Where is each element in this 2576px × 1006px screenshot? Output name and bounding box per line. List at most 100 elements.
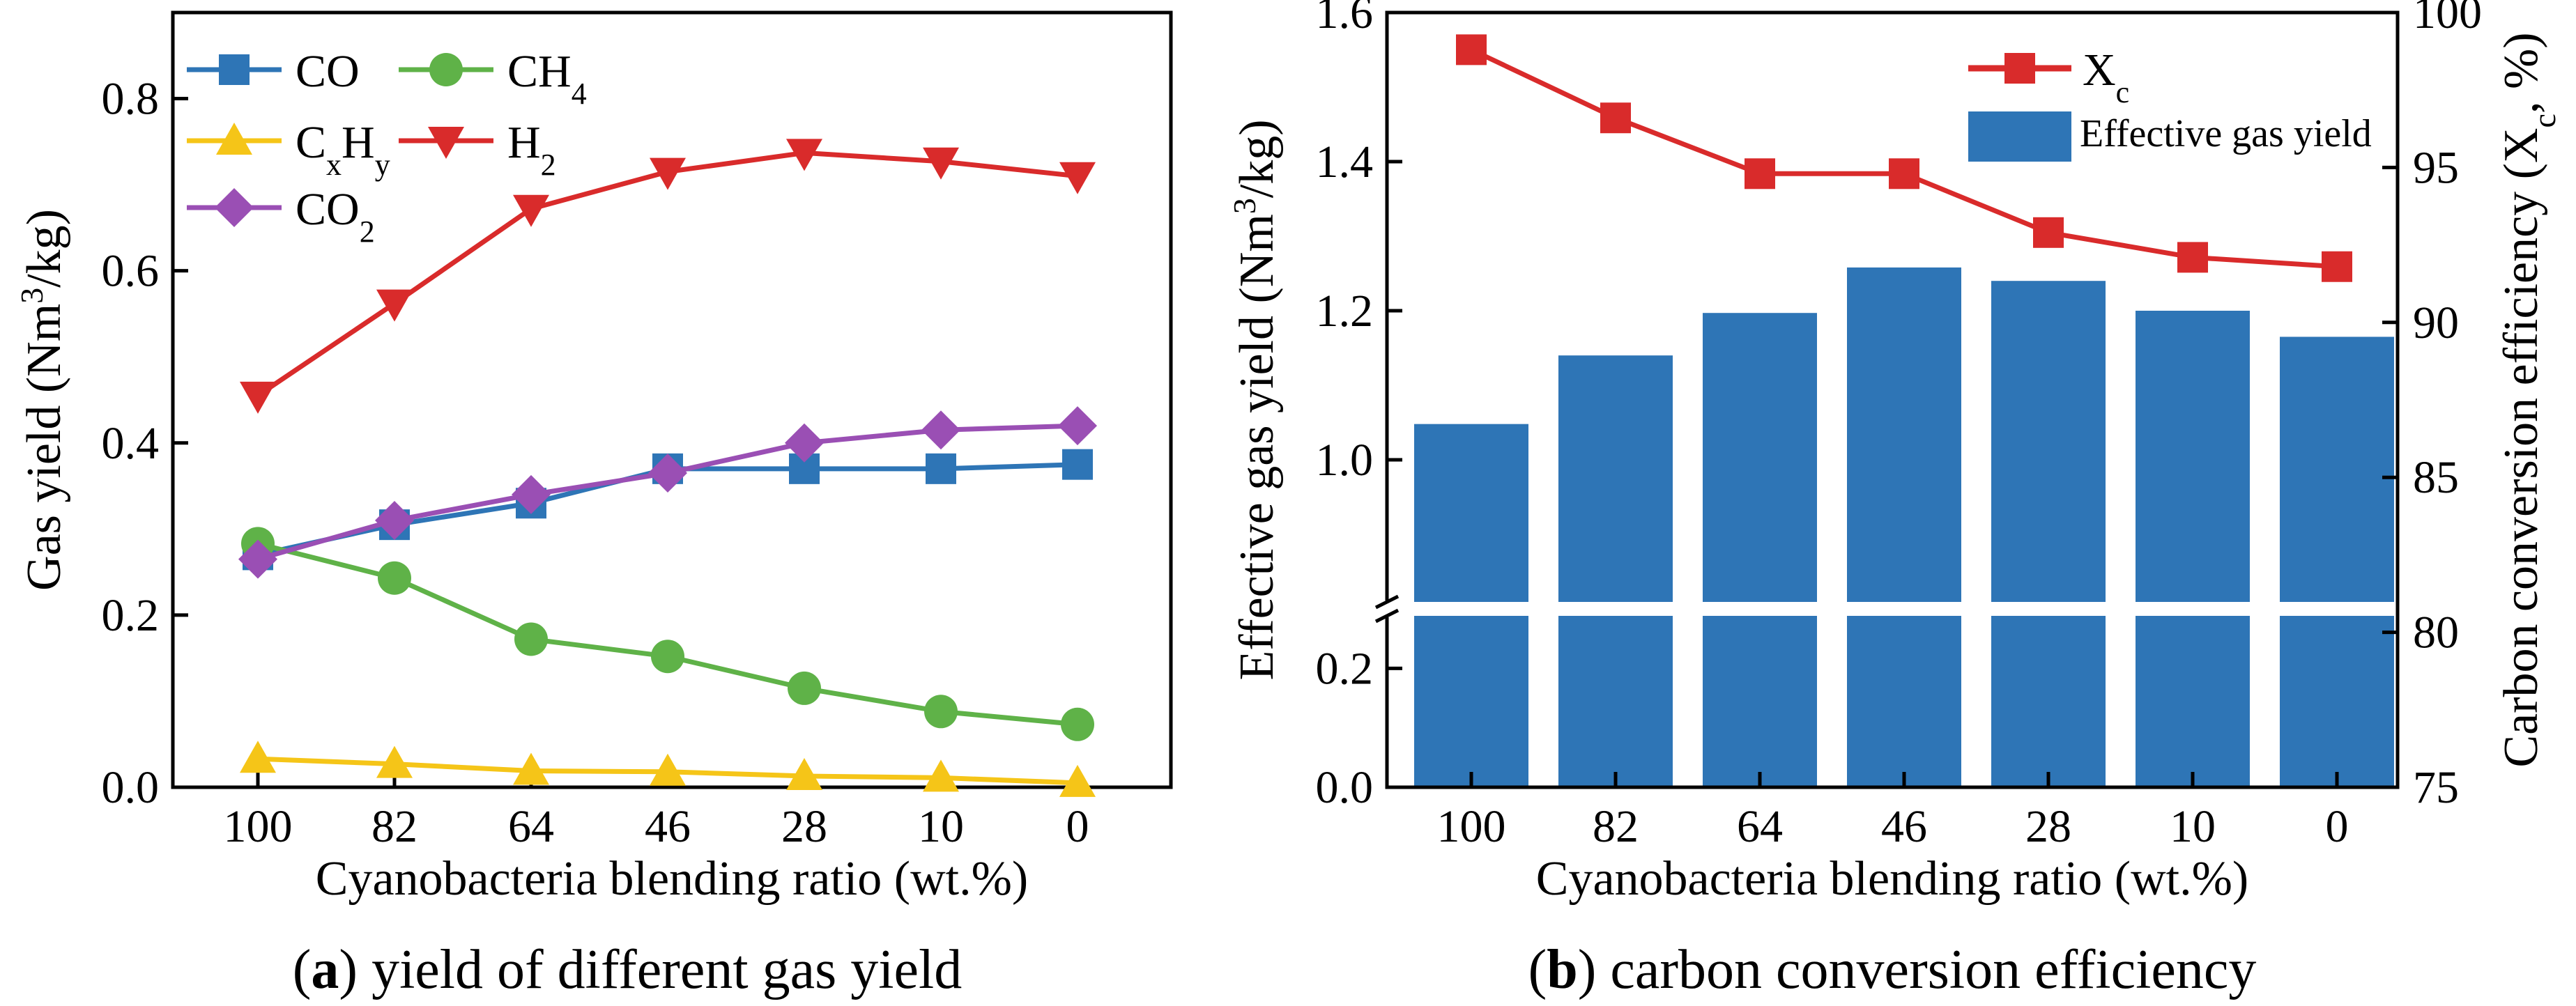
data-point-cxhy [240, 741, 276, 773]
data-point-ch4 [1061, 707, 1094, 741]
panel-b-x-axis-label: Cyanobacteria blending ratio (wt.%) [1536, 852, 2248, 906]
bar-effective-gas-yield [1847, 267, 1961, 787]
legend-marker-h2 [428, 127, 464, 159]
legend-cxhy-c: C [296, 117, 326, 168]
panel-a-y-label-sup: 3 [14, 288, 49, 304]
series-ch4 [241, 527, 1094, 741]
data-point-xc [2033, 217, 2064, 248]
data-point-cxhy [513, 752, 549, 785]
panel-a-caption-text: ) yield of different gas yield [339, 939, 962, 1000]
data-point-xc [2177, 242, 2208, 273]
panel-b-x-tick-label: 0 [2326, 801, 2349, 852]
legend-marker-ch4 [429, 53, 463, 86]
series-line-xc [1470, 47, 2338, 270]
series-cxhy [240, 741, 1096, 797]
panel-b-y-tick-label: 0.0 [1316, 762, 1374, 813]
data-point-h2 [650, 157, 686, 190]
panel-a-y-tick-label: 0.4 [102, 418, 160, 469]
data-point-cxhy [650, 753, 686, 786]
data-point-h2 [1059, 162, 1096, 194]
panel-a-x-tick-label: 64 [508, 801, 554, 852]
panel-b-x-tick-label: 46 [1881, 801, 1927, 852]
panel-a-x-tick-label: 0 [1066, 801, 1089, 852]
legend-entry-h2: H2 [399, 117, 556, 182]
legend-cxhy-h: H [342, 117, 375, 168]
panel-b-y2-label-sub: c [2527, 114, 2562, 127]
series-h2 [240, 139, 1096, 414]
panel-a-x-tick-label: 82 [371, 801, 417, 852]
panel-b-y2-label-post: , %) [2494, 32, 2548, 114]
legend-xc-main: X [2083, 45, 2116, 95]
panel-a-caption: (a) yield of different gas yield [293, 939, 962, 1000]
panel-b-y-label-pre: Effective gas yield (Nm [1230, 214, 1284, 680]
legend-entry-co2: CO2 [187, 184, 375, 249]
bar-effective-gas-yield [1703, 313, 1817, 788]
panel-b-legend: Xc Effective gas yield [1968, 45, 2372, 162]
legend-ch4-main: CH [507, 46, 572, 97]
data-point-co2 [238, 539, 277, 579]
legend-marker-co2 [215, 188, 254, 227]
data-point-h2 [923, 147, 959, 180]
data-point-cxhy [923, 759, 959, 792]
data-point-co2 [1058, 406, 1097, 446]
panel-b-x-tick-label: 64 [1737, 801, 1783, 852]
legend-label-xc: Xc [2083, 45, 2129, 109]
panel-b-y2-tick-label: 100 [2413, 0, 2482, 38]
legend-entry-effective-gas-yield: Effective gas yield [1968, 111, 2372, 162]
panel-b-caption-letter: b [1547, 939, 1578, 1000]
data-point-ch4 [788, 671, 821, 705]
legend-entry-co: CO [187, 46, 360, 97]
legend-h2-main: H [507, 117, 541, 168]
data-point-ch4 [651, 640, 684, 674]
data-point-xc [1745, 158, 1775, 189]
data-point-co2 [648, 454, 687, 493]
panel-b-y2-tick-label: 95 [2413, 142, 2459, 193]
panel-a-caption-letter: a [311, 939, 339, 1000]
data-point-h2 [376, 289, 413, 322]
data-point-cxhy [1059, 764, 1096, 797]
data-point-xc [1889, 158, 1919, 189]
panel-a-x-axis-label: Cyanobacteria blending ratio (wt.%) [316, 852, 1028, 906]
panel-b-y-tick-label: 1.4 [1316, 137, 1374, 187]
legend-label-h2: H2 [507, 117, 556, 182]
panel-b-y-tick-label: 1.0 [1316, 435, 1374, 486]
data-point-co2 [785, 423, 824, 463]
bar-effective-gas-yield [2280, 336, 2394, 787]
legend-bar-swatch [1968, 111, 2071, 162]
panel-a-y-label-post: /kg) [17, 209, 71, 288]
panel-b-x-tick-label: 100 [1437, 801, 1506, 852]
panel-a-y-tick-label: 0.8 [102, 74, 160, 125]
legend-xc-sub: c [2116, 75, 2130, 109]
data-point-h2 [513, 194, 549, 227]
axis-break-mark-upper [1374, 594, 1400, 610]
legend-marker-cxhy [216, 123, 252, 155]
data-point-co2 [512, 474, 551, 514]
panel-b-y2-axis-label: Carbon conversion efficiency (Xc, %) [2494, 32, 2562, 767]
legend-entry-cxhy: CxHy [187, 117, 390, 182]
legend-cxhy-y: y [375, 148, 390, 182]
panel-a-gas-yield-chart: 0.00.20.40.60.8 100 82 64 46 28 10 0 Gas yield… [14, 10, 1173, 1000]
legend-ch4-sub: 4 [572, 77, 587, 111]
data-point-co2 [375, 500, 414, 540]
panel-b-caption-text: ) carbon conversion efficiency [1578, 939, 2257, 1000]
panel-b-x-tick-label: 10 [2170, 801, 2216, 852]
legend-label-co2: CO2 [296, 184, 375, 249]
panel-a-y-tick-label: 0.6 [102, 246, 160, 297]
legend-xc-marker [2004, 53, 2035, 84]
panel-a-legend: CO CH4 CxHy H2 CO2 [187, 46, 587, 249]
data-point-xc [1600, 102, 1631, 134]
legend-co2-sub: 2 [360, 215, 375, 249]
panel-b-plot-frame [1385, 10, 2400, 789]
panel-a-x-tick-label: 100 [224, 801, 293, 852]
panel-b-x-tick-label: 82 [1593, 801, 1639, 852]
panel-b-x-tick-label: 28 [2025, 801, 2071, 852]
legend-marker-co [219, 54, 250, 85]
bar-effective-gas-yield [1991, 281, 2106, 787]
legend-co2-main: CO [296, 184, 360, 235]
data-point-ch4 [924, 695, 958, 729]
legend-label-effective-gas-yield: Effective gas yield [2080, 112, 2372, 155]
legend-label-co: CO [296, 46, 360, 97]
legend-label-ch4: CH4 [507, 46, 587, 111]
